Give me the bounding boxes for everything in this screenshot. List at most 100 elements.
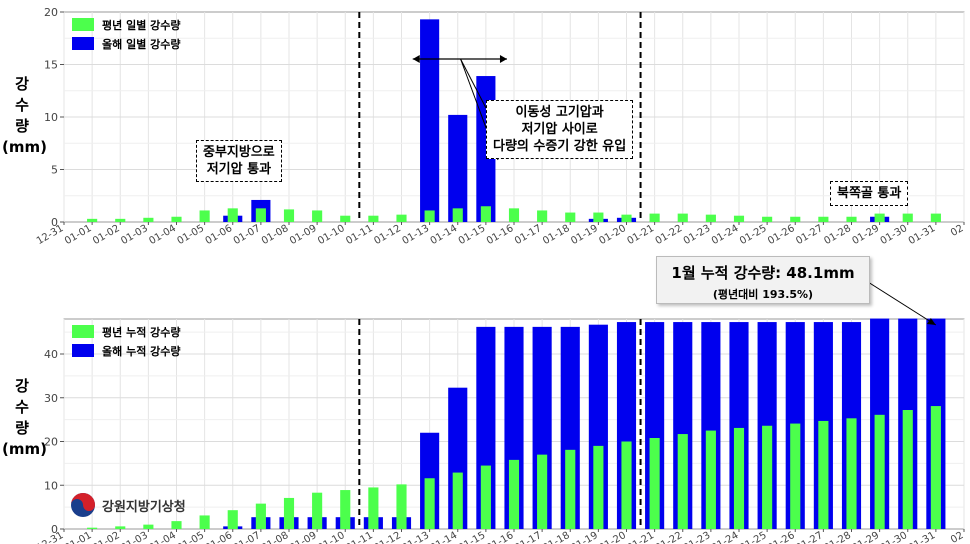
daily-x-tick-label: 01-14 — [429, 223, 460, 247]
daily-bar-normal — [846, 216, 857, 222]
cumulative-bar-normal — [902, 410, 913, 529]
cumulative-x-tick-label: 01-30 — [879, 530, 910, 544]
annotation-moisture-inflow: 이동성 고기압과 저기압 사이로 다량의 수증기 강한 유입 — [486, 100, 634, 159]
cumulative-x-tick-label: 01-05 — [175, 530, 206, 544]
daily-bar-normal — [368, 215, 379, 222]
cumulative-x-tick-label: 01-16 — [485, 530, 516, 544]
event-span-arrowhead-left — [412, 55, 420, 63]
daily-x-tick-label: 01-31 — [907, 223, 938, 247]
cumulative-bar-normal — [705, 430, 716, 529]
cumulative-x-tick-label: 01-22 — [654, 530, 685, 544]
daily-bar-normal — [621, 214, 632, 222]
cumulative-bar-normal — [790, 423, 801, 529]
cumulative-x-tick-label: 01-07 — [232, 530, 263, 544]
kma-emblem-icon — [71, 493, 95, 517]
daily-bar-normal — [508, 208, 520, 222]
daily-bar-normal — [283, 209, 295, 222]
cumulative-bar-normal — [508, 459, 520, 529]
daily-bar-normal — [705, 214, 716, 222]
daily-bar-normal — [312, 210, 323, 222]
daily-x-tick-label: 01-21 — [625, 223, 656, 247]
daily-bar-normal — [649, 213, 660, 222]
cumulative-x-tick-label: 01-24 — [710, 530, 741, 544]
daily-x-tick-label: 01-09 — [288, 223, 319, 247]
cumulative-x-tick-label: 01-03 — [119, 530, 150, 544]
cumulative-bar-normal — [312, 492, 323, 529]
daily-y-tick-label: 5 — [51, 164, 58, 177]
cumulative-bar-normal — [340, 490, 351, 529]
daily-x-tick-label: 01-19 — [569, 223, 600, 247]
cumulative-x-tick-label: 01-02 — [91, 530, 122, 544]
daily-bar-normal — [171, 216, 182, 222]
daily-x-tick-label: 01-05 — [175, 223, 206, 247]
cumulative-legend-swatch — [72, 325, 94, 338]
daily-x-tick-label: 02 — [949, 223, 966, 239]
cumulative-y-tick-label: 40 — [44, 348, 58, 361]
cumulative-legend-label: 평년 누적 강수량 — [102, 325, 181, 339]
daily-legend-swatch — [72, 37, 94, 50]
daily-bar-normal — [565, 212, 576, 222]
daily-bar-normal — [874, 213, 885, 222]
daily-bar-normal — [396, 214, 407, 222]
daily-x-tick-label: 01-23 — [682, 223, 713, 247]
daily-bar-normal — [537, 210, 548, 222]
cumulative-bar-normal — [565, 449, 576, 529]
cumulative-x-tick-label: 01-09 — [288, 530, 319, 544]
cumulative-bar-normal — [762, 425, 773, 529]
cumulative-x-tick-label: 02 — [949, 530, 966, 544]
cumulative-bar-normal — [818, 420, 829, 529]
cumulative-x-tick-label: 01-19 — [569, 530, 600, 544]
cumulative-bar-normal — [846, 418, 857, 529]
cumulative-y-tick-label: 10 — [44, 479, 58, 492]
cumulative-bar-normal — [452, 472, 463, 529]
cumulative-bar-normal — [368, 487, 379, 529]
cumulative-legend-swatch — [72, 344, 94, 357]
daily-bar-normal — [340, 215, 351, 222]
daily-x-tick-label: 01-07 — [232, 223, 263, 247]
kma-logo: 강원지방기상청 — [70, 492, 186, 518]
daily-x-tick-label: 01-08 — [260, 223, 291, 247]
daily-bar-normal — [227, 208, 238, 222]
daily-bar-normal — [199, 210, 210, 222]
daily-x-tick-label: 01-12 — [372, 223, 403, 247]
daily-x-tick-label: 01-01 — [63, 223, 94, 247]
callout-pointer-line — [867, 281, 937, 326]
daily-bar-normal — [762, 216, 773, 222]
daily-bar-normal — [480, 206, 491, 222]
daily-x-tick-label: 01-04 — [147, 223, 178, 247]
cumulative-x-tick-label: 01-01 — [63, 530, 94, 544]
cumulative-y-tick-label: 0 — [51, 523, 58, 536]
cumulative-bar-normal — [424, 478, 435, 529]
daily-x-tick-label: 01-26 — [766, 223, 797, 247]
cumulative-bar-normal — [199, 515, 210, 529]
cumulative-x-tick-label: 01-14 — [429, 530, 460, 544]
cumulative-x-tick-label: 01-15 — [457, 530, 488, 544]
daily-x-tick-label: 01-22 — [654, 223, 685, 247]
daily-y-tick-label: 20 — [44, 6, 58, 19]
cumulative-x-tick-label: 01-29 — [850, 530, 881, 544]
y-axis-label-top: 강 수 량 (mm) — [2, 75, 47, 156]
daily-x-tick-label: 01-25 — [738, 223, 769, 247]
cumulative-bar-normal — [115, 526, 126, 529]
daily-x-tick-label: 01-16 — [485, 223, 516, 247]
cumulative-x-tick-label: 01-08 — [260, 530, 291, 544]
daily-x-tick-label: 01-27 — [794, 223, 825, 247]
daily-x-tick-label: 01-06 — [204, 223, 235, 247]
daily-bar-normal — [593, 212, 604, 222]
cumulative-bar-normal — [677, 434, 688, 529]
cumulative-legend-label: 올해 누적 강수량 — [102, 344, 181, 358]
daily-legend-swatch — [72, 18, 94, 31]
cumulative-bar-normal — [593, 445, 604, 529]
cumulative-x-tick-label: 01-20 — [597, 530, 628, 544]
daily-x-tick-label: 01-03 — [119, 223, 150, 247]
cumulative-x-tick-label: 01-17 — [513, 530, 544, 544]
annotation-central-low: 중부지방으로 저기압 통과 — [196, 140, 282, 182]
daily-bar-normal — [115, 218, 126, 222]
daily-x-tick-label: 01-28 — [822, 223, 853, 247]
cumulative-bar-normal — [283, 497, 295, 529]
cumulative-bar-normal — [87, 527, 98, 529]
daily-x-tick-label: 01-29 — [850, 223, 881, 247]
daily-x-tick-label: 01-10 — [316, 223, 347, 247]
daily-bar-normal — [87, 218, 98, 222]
cumulative-x-tick-label: 01-11 — [344, 530, 375, 544]
